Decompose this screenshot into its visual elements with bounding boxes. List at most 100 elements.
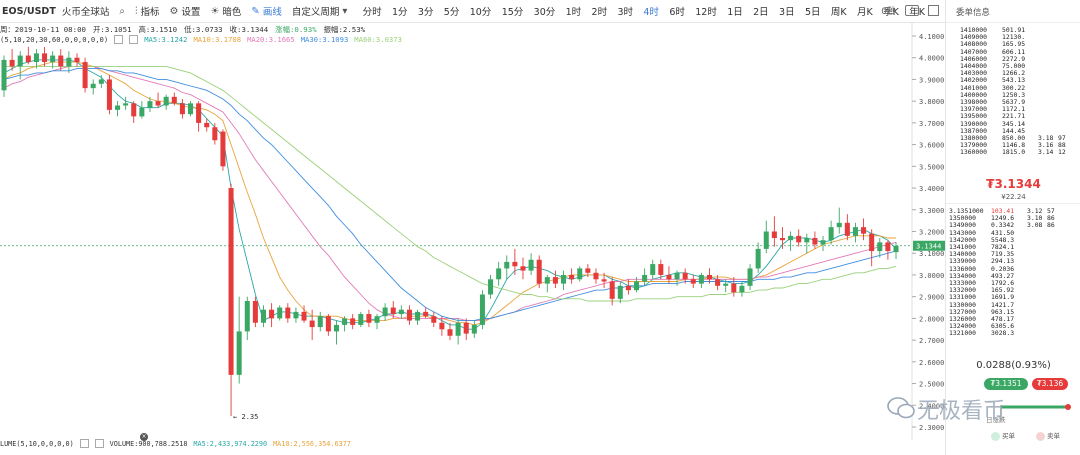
period-12[interactable]: 12时 bbox=[695, 7, 717, 18]
period-3[interactable]: 5分 bbox=[443, 7, 460, 18]
volume-value: VOLUME:900,788.2518 bbox=[109, 439, 188, 448]
ask-row[interactable]: 1410000 501.91 bbox=[960, 26, 1072, 34]
ask-price: 1397000 bbox=[960, 105, 987, 114]
indicator-button[interactable]: ⫶ 指标 bbox=[135, 4, 160, 19]
draw-line-button[interactable]: ✎ 画线 bbox=[251, 4, 281, 19]
ask-row[interactable]: 1390000 345.14 bbox=[960, 120, 1072, 128]
ask-row[interactable]: 1408000 165.95 bbox=[960, 41, 1072, 48]
candle-body bbox=[658, 264, 664, 275]
period-15[interactable]: 3日 bbox=[779, 7, 795, 18]
buy-price-button[interactable]: ₮3.1351 bbox=[984, 378, 1028, 390]
ohlc-item-1: 开:3.1051 bbox=[92, 25, 132, 34]
candle-body bbox=[325, 316, 331, 332]
search-button[interactable]: ⌕ bbox=[119, 6, 125, 17]
bid-row[interactable]: 1321000 3028.3 bbox=[949, 330, 1061, 337]
period-10[interactable]: 4时 bbox=[643, 7, 659, 18]
ask-row[interactable]: 1403000 1266.2 bbox=[960, 70, 1072, 77]
candle-body bbox=[269, 309, 275, 319]
settings-button[interactable]: ⚙ 设置 bbox=[169, 4, 200, 19]
period-6[interactable]: 30分 bbox=[533, 7, 556, 18]
candle-body bbox=[447, 329, 453, 336]
ask-row[interactable]: 1397000 1172.1 bbox=[960, 106, 1072, 113]
bid-row[interactable]: 1349000 0.3342 3.08 86 bbox=[949, 222, 1061, 229]
period-8[interactable]: 2时 bbox=[591, 7, 608, 18]
period-17[interactable]: 周K bbox=[830, 7, 847, 18]
bid-row[interactable]: 1334000 493.27 bbox=[949, 272, 1061, 280]
volume-params: LUME(5,10,0,0,0,0) bbox=[0, 439, 74, 448]
volume-settings-icon[interactable] bbox=[79, 439, 89, 448]
period-2[interactable]: 3分 bbox=[417, 7, 434, 18]
period-9[interactable]: 3时 bbox=[617, 7, 634, 18]
y-tick-label: 3.7000 bbox=[919, 120, 944, 128]
bid-row[interactable]: 1336000 0.2036 bbox=[949, 264, 1061, 273]
bid-row[interactable]: 1333000 1792.6 bbox=[949, 279, 1061, 287]
bid-row[interactable]: 1330000 1421.7 bbox=[949, 301, 1061, 309]
bid-row[interactable]: 1331000 1691.9 bbox=[949, 294, 1061, 301]
period-7[interactable]: 1时 bbox=[565, 7, 582, 18]
bid-depth-price: 3.10 bbox=[1027, 214, 1043, 223]
camera-icon[interactable] bbox=[905, 5, 919, 16]
bid-row[interactable]: 1324000 6305.6 bbox=[949, 323, 1061, 330]
period-16[interactable]: 5日 bbox=[804, 7, 821, 18]
bid-row[interactable]: 1339000 294.13 bbox=[949, 258, 1061, 265]
ask-row[interactable]: 1379000 1146.8 3.16 88 bbox=[960, 142, 1072, 149]
ask-row[interactable]: 1404000 75.000 bbox=[960, 62, 1072, 70]
orderbook-title: 委单信息 bbox=[946, 0, 1080, 23]
symbol-label[interactable]: EOS/USDT bbox=[2, 5, 56, 17]
period-4[interactable]: 10分 bbox=[469, 7, 492, 18]
ask-row[interactable]: 1387000 144.45 bbox=[960, 127, 1072, 135]
period-13[interactable]: 1日 bbox=[727, 7, 743, 18]
chart-controls: 0秒 bbox=[881, 4, 939, 17]
candlestick-chart[interactable]: 4.1000 4.0000 3.9000 3.8000 3.7000 3.6000 3.50… bbox=[0, 22, 945, 440]
period-11[interactable]: 6时 bbox=[669, 7, 685, 18]
gear-icon: ⚙ bbox=[169, 5, 179, 17]
bid-row[interactable]: 1343000 431.50 bbox=[949, 229, 1061, 237]
bid-row[interactable]: 1332000 165.92 bbox=[949, 287, 1061, 294]
period-18[interactable]: 月K bbox=[857, 7, 873, 18]
bid-row[interactable]: 1350000 1249.6 3.10 86 bbox=[949, 214, 1061, 223]
bid-row[interactable]: 1340000 719.35 bbox=[949, 251, 1061, 258]
period-5[interactable]: 15分 bbox=[501, 7, 524, 18]
custom-period-button[interactable]: 自定义周期 ▾ bbox=[292, 4, 348, 19]
ask-row[interactable]: 1406000 2272.9 bbox=[960, 55, 1072, 63]
period-1[interactable]: 1分 bbox=[391, 7, 408, 18]
volume-close-icon[interactable] bbox=[94, 439, 104, 448]
ask-row[interactable]: 1407000 606.11 bbox=[960, 48, 1072, 56]
period-14[interactable]: 2日 bbox=[753, 7, 769, 18]
ohlc-item-4: 收:3.1344 bbox=[229, 25, 269, 34]
ma-value-1: MA10:3.1708 bbox=[193, 35, 242, 44]
bid-price: 1336000 bbox=[949, 264, 976, 273]
period-selector: 分时 1分 3分 5分 10分 15分 30分 1时 2时 3时 4时 6时 12时 1日 2日 3日 5日 周K… bbox=[357, 4, 930, 18]
bid-row[interactable]: 1342000 5548.3 bbox=[949, 236, 1061, 244]
ask-row[interactable]: 1360000 1815.0 3.14 12 bbox=[960, 149, 1072, 156]
ask-row[interactable]: 1409000 12130. bbox=[960, 33, 1072, 41]
bid-row[interactable]: 1327000 963.15 bbox=[949, 308, 1061, 316]
bid-row[interactable]: 1326000 478.17 bbox=[949, 315, 1061, 323]
candle-body bbox=[236, 331, 242, 375]
ma-settings-icon[interactable] bbox=[114, 35, 124, 44]
bid-price: 1340000 bbox=[949, 250, 976, 259]
period-20[interactable]: 年K bbox=[909, 7, 925, 18]
period-0[interactable]: 分时 bbox=[362, 7, 382, 18]
fullscreen-icon[interactable] bbox=[928, 5, 939, 16]
ask-row[interactable]: 1402000 543.13 bbox=[960, 77, 1072, 84]
bid-row[interactable]: 3.1351000 103.41 3.12 57 bbox=[949, 207, 1061, 215]
ma-value-0: MA5:3.1242 bbox=[144, 35, 188, 44]
close-icon[interactable]: × bbox=[140, 433, 148, 441]
ma-close-icon[interactable] bbox=[129, 35, 139, 44]
candle-body bbox=[731, 283, 737, 293]
ask-row[interactable]: 1400000 1250.3 bbox=[960, 91, 1072, 99]
ask-row[interactable]: 1401000 300.22 bbox=[960, 84, 1072, 92]
ask-row[interactable]: 1398000 5637.9 bbox=[960, 98, 1072, 106]
candle-body bbox=[512, 261, 518, 267]
bid-row[interactable]: 1341000 7824.1 bbox=[949, 243, 1061, 251]
bid-price: 1321000 bbox=[949, 329, 976, 338]
y-tick-label: 3.6000 bbox=[919, 142, 944, 150]
period-19[interactable]: 季K bbox=[883, 7, 899, 18]
buy-legend-label: 买单 bbox=[1002, 432, 1015, 440]
sell-price-button[interactable]: ₮3.136 bbox=[1032, 378, 1068, 390]
ask-row[interactable]: 1380000 850.00 3.18 97 bbox=[960, 134, 1072, 142]
candle-body bbox=[479, 294, 485, 325]
ask-row[interactable]: 1395000 221.71 bbox=[960, 113, 1072, 120]
theme-button[interactable]: ☀ 暗色 bbox=[210, 4, 241, 19]
